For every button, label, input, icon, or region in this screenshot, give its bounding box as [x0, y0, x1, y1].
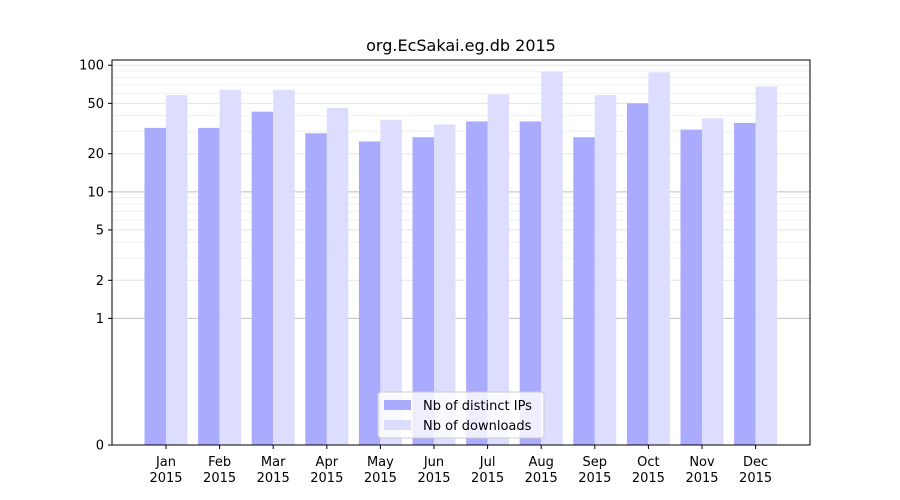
bar-distinct-ips	[198, 127, 220, 445]
x-tick-label: Jul	[479, 455, 496, 470]
x-tick-label: May	[367, 455, 394, 470]
y-tick-label: 5	[96, 223, 104, 238]
x-tick-label: 2015	[203, 471, 236, 486]
y-tick-label: 50	[87, 97, 104, 112]
x-tick-label: 2015	[471, 471, 504, 486]
bar-downloads	[273, 89, 295, 445]
x-tick-label: Mar	[261, 455, 286, 470]
chart-title: org.EcSakai.eg.db 2015	[366, 36, 556, 55]
bar-distinct-ips	[626, 103, 649, 445]
bar-distinct-ips	[466, 121, 488, 445]
bar-downloads	[755, 86, 778, 445]
x-tick-label: Apr	[316, 455, 339, 470]
legend-swatch	[384, 400, 411, 410]
bar-distinct-ips	[734, 122, 756, 445]
x-tick-label: Oct	[637, 455, 659, 470]
x-tick-label: Dec	[743, 455, 768, 470]
legend-box	[377, 391, 545, 439]
y-tick-label: 10	[87, 185, 104, 200]
bar-distinct-ips	[358, 141, 381, 445]
bar-downloads	[166, 95, 188, 445]
bars	[144, 71, 778, 446]
bar-distinct-ips	[412, 137, 434, 446]
bar-downloads	[219, 89, 242, 445]
bar-downloads	[487, 94, 510, 446]
legend-label: Nb of downloads	[423, 419, 532, 434]
y-tick-label: 2	[96, 274, 104, 289]
bar-downloads	[380, 119, 402, 445]
bar-downloads	[702, 118, 724, 445]
x-tick-label: 2015	[257, 471, 290, 486]
x-tick-label: 2015	[149, 471, 182, 486]
bar-downloads	[594, 95, 617, 445]
y-tick-label: 1	[96, 312, 104, 327]
legend-swatch	[384, 420, 411, 430]
x-tick-label: Aug	[529, 455, 554, 470]
x-tick-label: 2015	[525, 471, 558, 486]
bar-distinct-ips	[305, 133, 327, 445]
y-tick-label: 20	[87, 147, 104, 162]
legend: Nb of distinct IPs Nb of downloads	[377, 391, 545, 439]
bar-downloads	[541, 71, 563, 446]
x-tick-label: 2015	[578, 471, 611, 486]
x-tick-label: Sep	[583, 455, 608, 470]
x-tick-label: Feb	[208, 455, 231, 470]
legend-label: Nb of distinct IPs	[423, 399, 532, 414]
y-tick-label: 100	[79, 59, 104, 74]
x-tick-label: 2015	[632, 471, 665, 486]
bar-downloads	[434, 124, 456, 445]
y-axis: 0 1 2 5 10 20 50 100	[79, 59, 112, 454]
x-tick-label: 2015	[739, 471, 772, 486]
x-tick-label: 2015	[310, 471, 343, 486]
bar-distinct-ips	[519, 121, 542, 445]
x-tick-label: 2015	[364, 471, 397, 486]
x-axis: Jan2015Feb2015Mar2015Apr2015May2015Jun20…	[149, 445, 772, 486]
x-tick-label: Jan	[155, 455, 176, 470]
plot-frame	[111, 59, 811, 446]
bar-distinct-ips	[573, 137, 595, 446]
x-tick-label: Jun	[423, 455, 444, 470]
x-tick-label: Nov	[689, 455, 715, 470]
bar-distinct-ips	[680, 129, 702, 445]
x-tick-label: 2015	[685, 471, 718, 486]
bar-downloads	[648, 72, 670, 446]
bar-distinct-ips	[251, 111, 274, 445]
bar-distinct-ips	[144, 127, 166, 445]
x-tick-label: 2015	[417, 471, 450, 486]
bar-downloads	[326, 107, 349, 446]
y-tick-label: 0	[96, 439, 104, 454]
